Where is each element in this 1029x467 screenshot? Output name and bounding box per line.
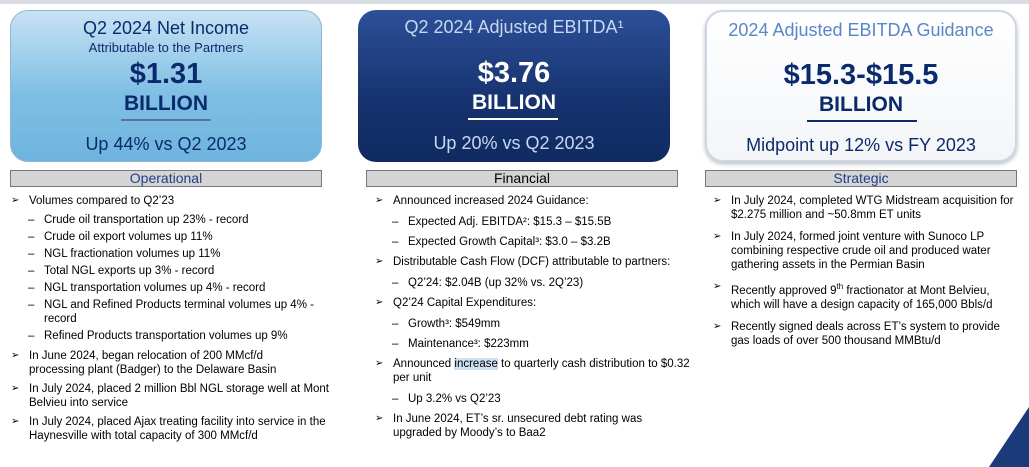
sub-item: Crude oil export volumes up 11% (8, 230, 338, 244)
sub-item: NGL and Refined Products terminal volume… (8, 298, 324, 326)
operational-column: Volumes compared to Q2’23 Crude oil tran… (8, 194, 338, 448)
list-item: In July 2024, placed 2 million Bbl NGL s… (8, 382, 329, 410)
sub-item: Q2’24: $2.04B (up 32% vs. 2Q’23) (372, 276, 692, 290)
card-change: Up 44% vs Q2 2023 (85, 134, 247, 154)
card-change: Up 20% vs Q2 2023 (433, 133, 595, 153)
sub-item: Expected Adj. EBITDA²: $15.3 – $15.5B (372, 215, 692, 229)
list-item: In June 2024, began relocation of 200 MM… (8, 349, 319, 377)
card-rule (807, 120, 917, 122)
sub-item: Total NGL exports up 3% - record (8, 264, 338, 278)
card-value: $3.76 (477, 57, 551, 89)
adjusted-ebitda-card: Q2 2024 Adjusted EBITDA¹ $3.76 BILLION U… (358, 10, 670, 162)
card-value: $15.3-$15.5 (783, 59, 939, 91)
financial-column: Announced increased 2024 Guidance: Expec… (372, 194, 692, 445)
list-item: In July 2024, placed Ajax treating facil… (8, 415, 344, 443)
list-item: Distributable Cash Flow (DCF) attributab… (372, 255, 692, 269)
sub-item: Expected Growth Capital³: $3.0 – $3.2B (372, 235, 692, 249)
highlighted-word: increase (454, 358, 498, 370)
strategic-column: In July 2024, completed WTG Midstream ac… (710, 194, 1015, 353)
sub-item: NGL fractionation volumes up 11% (8, 247, 338, 261)
card-rule (121, 119, 211, 121)
card-title: 2024 Adjusted EBITDA Guidance (728, 20, 994, 40)
card-rule (468, 118, 558, 120)
operational-header: Operational (10, 170, 322, 187)
sub-item: NGL transportation volumes up 4% - recor… (8, 281, 338, 295)
sub-item: Up 3.2% vs Q2’23 (372, 392, 692, 406)
list-item: Volumes compared to Q2’23 (8, 194, 338, 208)
list-item: Recently approved 9th fractionator at Mo… (710, 280, 1015, 312)
ebitda-guidance-card: 2024 Adjusted EBITDA Guidance $15.3-$15.… (705, 10, 1017, 162)
list-item: In June 2024, ET’s sr. unsecured debt ra… (372, 412, 683, 440)
corner-decoration (989, 407, 1029, 467)
card-unit: BILLION (472, 91, 556, 114)
sub-item: Maintenance³: $223mm (372, 337, 692, 351)
list-item: In July 2024, completed WTG Midstream ac… (710, 194, 1015, 222)
net-income-card: Q2 2024 Net Income Attributable to the P… (10, 10, 322, 162)
card-value: $1.31 (129, 58, 203, 90)
sub-item: Growth³: $549mm (372, 317, 692, 331)
card-unit: BILLION (819, 93, 903, 116)
list-item: Announced increased 2024 Guidance: (372, 194, 692, 208)
card-title: Q2 2024 Net Income (82, 18, 250, 38)
financial-header: Financial (366, 170, 678, 187)
card-change: Midpoint up 12% vs FY 2023 (746, 135, 976, 155)
card-unit: BILLION (124, 92, 208, 115)
card-title: Q2 2024 Adjusted EBITDA¹ (404, 17, 624, 37)
list-item: Q2’24 Capital Expenditures: (372, 296, 692, 310)
sub-item: Refined Products transportation volumes … (8, 329, 338, 343)
list-item: In July 2024, formed joint venture with … (710, 230, 1015, 272)
list-item: Recently signed deals across ET’s system… (710, 320, 1015, 348)
top-divider (0, 0, 1029, 4)
sub-item: Crude oil transportation up 23% - record (8, 213, 338, 227)
strategic-header: Strategic (705, 170, 1017, 187)
list-item: Announced increase to quarterly cash dis… (372, 357, 693, 385)
card-subtitle: Attributable to the Partners (88, 40, 244, 55)
